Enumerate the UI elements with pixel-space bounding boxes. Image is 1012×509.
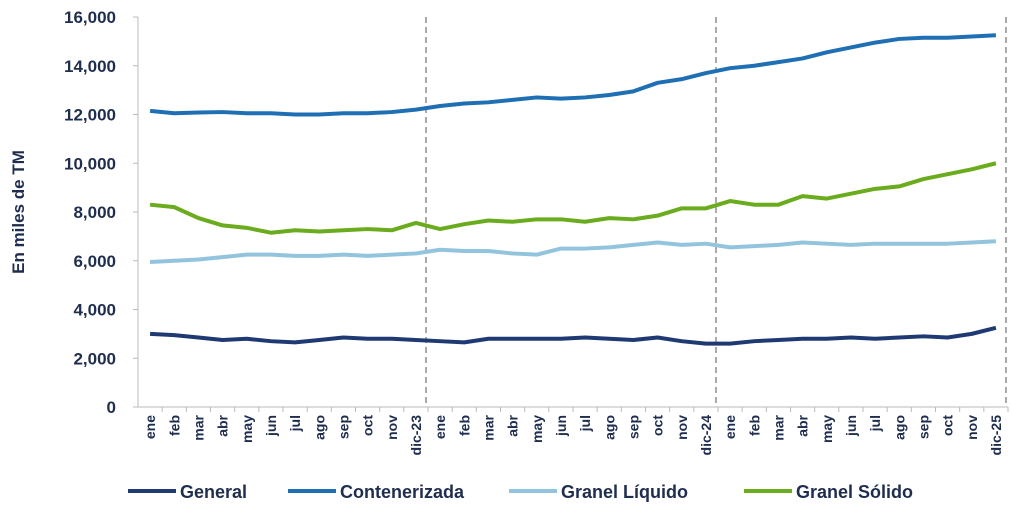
y-tick-label: 12,000 — [64, 106, 116, 125]
x-tick-label: jun — [263, 415, 279, 437]
x-tick-label: jul — [577, 415, 593, 432]
legend-label: Contenerizada — [340, 482, 465, 502]
y-tick-label: 14,000 — [64, 57, 116, 76]
x-tick-label: jun — [553, 415, 569, 437]
x-tick-label: oct — [940, 415, 956, 436]
y-tick-label: 8,000 — [73, 203, 116, 222]
x-tick-label: feb — [166, 415, 182, 436]
y-tick-label: 2,000 — [73, 349, 116, 368]
x-tick-label: mar — [190, 414, 206, 440]
x-tick-label: feb — [746, 415, 762, 436]
x-tick-label: ago — [601, 415, 617, 440]
x-tick-label: abr — [505, 414, 521, 436]
x-tick-label: may — [239, 415, 255, 443]
legend-label: Granel Sólido — [796, 482, 913, 502]
x-tick-label: may — [819, 415, 835, 443]
x-tick-label: ene — [432, 415, 448, 439]
series-line — [149, 239, 997, 264]
x-tick-label: jul — [867, 415, 883, 432]
series-line — [149, 33, 997, 117]
series-line — [149, 161, 997, 235]
x-tick-label: sep — [625, 415, 641, 439]
x-tick-label: abr — [215, 414, 231, 436]
y-tick-label: 10,000 — [64, 154, 116, 173]
x-tick-label: jul — [287, 415, 303, 432]
x-tick-label: ene — [722, 415, 738, 439]
x-tick-label: dic-25 — [988, 415, 1004, 456]
x-tick-label: nov — [964, 415, 980, 440]
x-tick-label: sep — [335, 415, 351, 439]
x-tick-label: mar — [480, 414, 496, 440]
x-tick-label: oct — [650, 415, 666, 436]
y-axis-label: En miles de TM — [9, 150, 28, 274]
x-tick-label: dic-24 — [698, 415, 714, 456]
legend-label: Granel Líquido — [561, 482, 688, 502]
x-tick-label: feb — [456, 415, 472, 436]
x-tick-label: dic-23 — [408, 415, 424, 456]
x-tick-label: may — [529, 415, 545, 443]
x-tick-label: sep — [915, 415, 931, 439]
y-tick-label: 6,000 — [73, 252, 116, 271]
x-tick-label: nov — [674, 415, 690, 440]
x-tick-label: jun — [843, 415, 859, 437]
legend-label: General — [180, 482, 247, 502]
x-tick-label: abr — [795, 414, 811, 436]
x-tick-label: mar — [770, 414, 786, 440]
x-tick-label: ene — [142, 415, 158, 439]
x-tick-label: nov — [384, 415, 400, 440]
y-tick-label: 4,000 — [73, 301, 116, 320]
series-line — [149, 325, 997, 346]
y-tick-label: 16,000 — [64, 8, 116, 27]
x-tick-label: oct — [360, 415, 376, 436]
x-tick-label: ago — [891, 415, 907, 440]
x-tick-label: ago — [311, 415, 327, 440]
y-tick-label: 0 — [107, 398, 116, 417]
